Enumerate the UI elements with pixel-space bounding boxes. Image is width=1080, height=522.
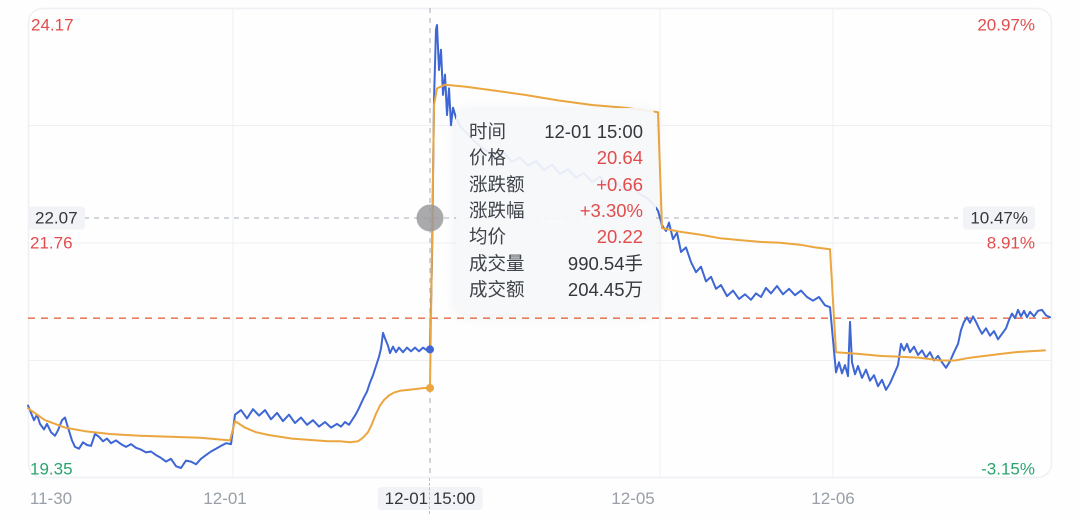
avg-point-marker [426, 384, 434, 392]
x-label-11-30: 11-30 [29, 489, 73, 508]
x-label-12-01: 12-01 [203, 489, 247, 508]
y-label-low-price: 19.35 [30, 459, 73, 479]
tooltip-row-avg-price: 均价 20.22 [469, 224, 643, 250]
tooltip-label: 均价 [469, 226, 507, 248]
x-label-12-05: 12-05 [611, 489, 655, 508]
chart-tooltip: 时间 12-01 15:00 价格 20.64 涨跌额 +0.66 涨跌幅 +3… [456, 108, 656, 314]
tooltip-row-turnover: 成交额 204.45万 [469, 277, 643, 303]
selected-time-pill: 12-01 15:00 [377, 487, 483, 510]
tooltip-label: 时间 [469, 121, 507, 142]
tooltip-value: +0.66 [596, 173, 643, 195]
tooltip-row-change: 涨跌额 +0.66 [469, 172, 643, 198]
tooltip-row-change-pct: 涨跌幅 +3.30% [469, 198, 643, 224]
tooltip-value: +3.30% [579, 199, 643, 221]
tooltip-label: 价格 [469, 147, 507, 169]
tooltip-row-time: 时间 12-01 15:00 [469, 119, 643, 145]
tooltip-row-price: 价格 20.64 [469, 145, 643, 171]
tooltip-label: 成交额 [469, 278, 525, 300]
tooltip-label: 涨跌额 [469, 173, 525, 195]
cursor-price-pill: 22.07 [28, 206, 85, 230]
tooltip-label: 成交量 [469, 252, 525, 274]
y-label-cursor-pct: 10.47% [963, 206, 1035, 230]
crosshair-handle[interactable] [416, 204, 444, 232]
tooltip-value: 990.54手 [567, 252, 643, 274]
tooltip-row-volume: 成交量 990.54手 [469, 251, 643, 277]
y-label-low-pct: -3.15% [981, 459, 1035, 479]
tooltip-value: 20.64 [596, 147, 643, 169]
tooltip-value: 12-01 15:00 [544, 121, 643, 142]
tooltip-value: 204.45万 [567, 278, 643, 300]
x-label-selected-time[interactable]: 12-01 15:00 [377, 487, 483, 510]
tooltip-label: 涨跌幅 [469, 199, 525, 221]
y-label-cursor-price: 22.07 [28, 206, 85, 230]
tooltip-value: 20.22 [596, 226, 643, 248]
y-label-mid-price: 21.76 [30, 233, 73, 253]
y-label-high-price: 24.17 [31, 15, 74, 35]
x-label-12-06: 12-06 [811, 489, 855, 508]
price-point-marker [426, 345, 434, 354]
cursor-pct-pill: 10.47% [963, 206, 1035, 230]
y-label-high-pct: 20.97% [977, 15, 1035, 35]
y-label-mid-pct: 8.91% [986, 233, 1035, 253]
crosshair-vertical-extension [429, 478, 430, 514]
